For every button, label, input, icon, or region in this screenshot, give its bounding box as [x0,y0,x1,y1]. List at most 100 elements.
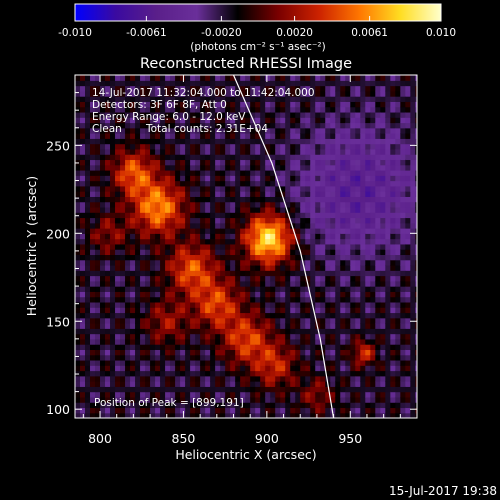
heatmap-cell [295,280,301,287]
heatmap-cell [105,222,111,229]
heatmap-cell [135,254,141,261]
heatmap-cell [250,106,256,113]
method-text: Clean [92,123,122,135]
heatmap-cell [405,196,411,203]
heatmap-cell [120,301,126,308]
heatmap-cell [335,275,341,282]
heatmap-cell [220,349,226,356]
heatmap-cell [300,206,306,213]
heatmap-cell [270,365,276,372]
heatmap-cell [380,148,386,155]
heatmap-cell [165,101,171,108]
heatmap-cell [140,159,146,166]
heatmap-cell [190,264,196,271]
heatmap-cell [220,127,226,134]
heatmap-cell [360,396,366,403]
heatmap-cell [180,301,186,308]
heatmap-cell [245,154,251,161]
heatmap-cell [335,359,341,366]
heatmap-cell [265,344,271,350]
heatmap-cell [360,370,366,377]
heatmap-cell [215,191,221,197]
heatmap-cell [75,333,81,340]
heatmap-cell [280,148,286,155]
heatmap-cell [345,143,351,150]
heatmap-cell [160,106,166,113]
heatmap-cell [75,191,81,197]
heatmap-cell [175,286,181,292]
heatmap-cell [350,407,356,414]
heatmap-cell [230,175,236,182]
heatmap-cell [370,370,376,377]
heatmap-cell [390,270,396,277]
heatmap-cell [190,185,196,192]
heatmap-cell [195,381,201,387]
heatmap-cell [350,365,356,372]
heatmap-cell [340,206,346,213]
heatmap-cell [110,85,116,92]
heatmap-cell [395,349,401,356]
heatmap-cell [330,344,336,350]
heatmap-cell [390,191,396,197]
heatmap-cell [300,233,306,240]
heatmap-cell [120,133,126,139]
heatmap-cell [195,154,201,161]
heatmap-cell [285,301,291,308]
heatmap-cell [270,169,276,176]
heatmap-cell [180,80,186,87]
heatmap-cell [400,206,406,213]
heatmap-cell [105,212,111,219]
heatmap-cell [150,90,156,97]
heatmap-cell [250,90,256,97]
heatmap-cell [175,175,181,182]
heatmap-cell [330,196,336,203]
heatmap-cell [180,333,186,340]
heatmap-cell [310,175,316,182]
heatmap-cell [370,407,376,414]
heatmap-cell [300,80,306,87]
heatmap-cell [140,338,146,345]
heatmap-cell [270,280,276,287]
heatmap-cell [345,249,351,256]
heatmap-cell [200,338,206,345]
heatmap-cell [200,312,206,319]
heatmap-cell [405,301,411,308]
heatmap-cell [205,164,211,171]
heatmap-cell [380,212,386,219]
heatmap-cell [265,206,271,213]
heatmap-cell [160,381,166,387]
heatmap-cell [320,301,326,308]
heatmap-cell [185,80,191,87]
heatmap-cell [300,117,306,124]
heatmap-cell [225,212,231,219]
heatmap-cell [215,259,221,266]
heatmap-cell [150,122,156,129]
heatmap-cell [280,159,286,166]
heatmap-cell [255,191,261,197]
heatmap-cell [295,381,301,387]
heatmap-cell [160,365,166,372]
heatmap-cell [140,375,146,382]
heatmap-cell [305,249,311,256]
heatmap-cell [385,249,391,256]
heatmap-cell [385,407,391,414]
heatmap-cell [125,159,131,166]
heatmap-cell [210,85,216,92]
heatmap-cell [115,212,121,219]
heatmap-cell [305,291,311,298]
heatmap-cell [325,206,331,213]
heatmap-cell [325,164,331,171]
heatmap-cell [145,238,151,245]
heatmap-cell [180,222,186,229]
heatmap-cell [410,138,416,145]
heatmap-cell [395,396,401,403]
heatmap-cell [215,359,221,366]
heatmap-cell [160,111,166,118]
heatmap-cell [285,238,291,245]
heatmap-cell [120,286,126,292]
heatmap-cell [110,238,116,245]
heatmap-cell [395,375,401,382]
heatmap-cell [240,344,246,350]
heatmap-cell [370,180,376,187]
heatmap-cell [250,164,256,171]
